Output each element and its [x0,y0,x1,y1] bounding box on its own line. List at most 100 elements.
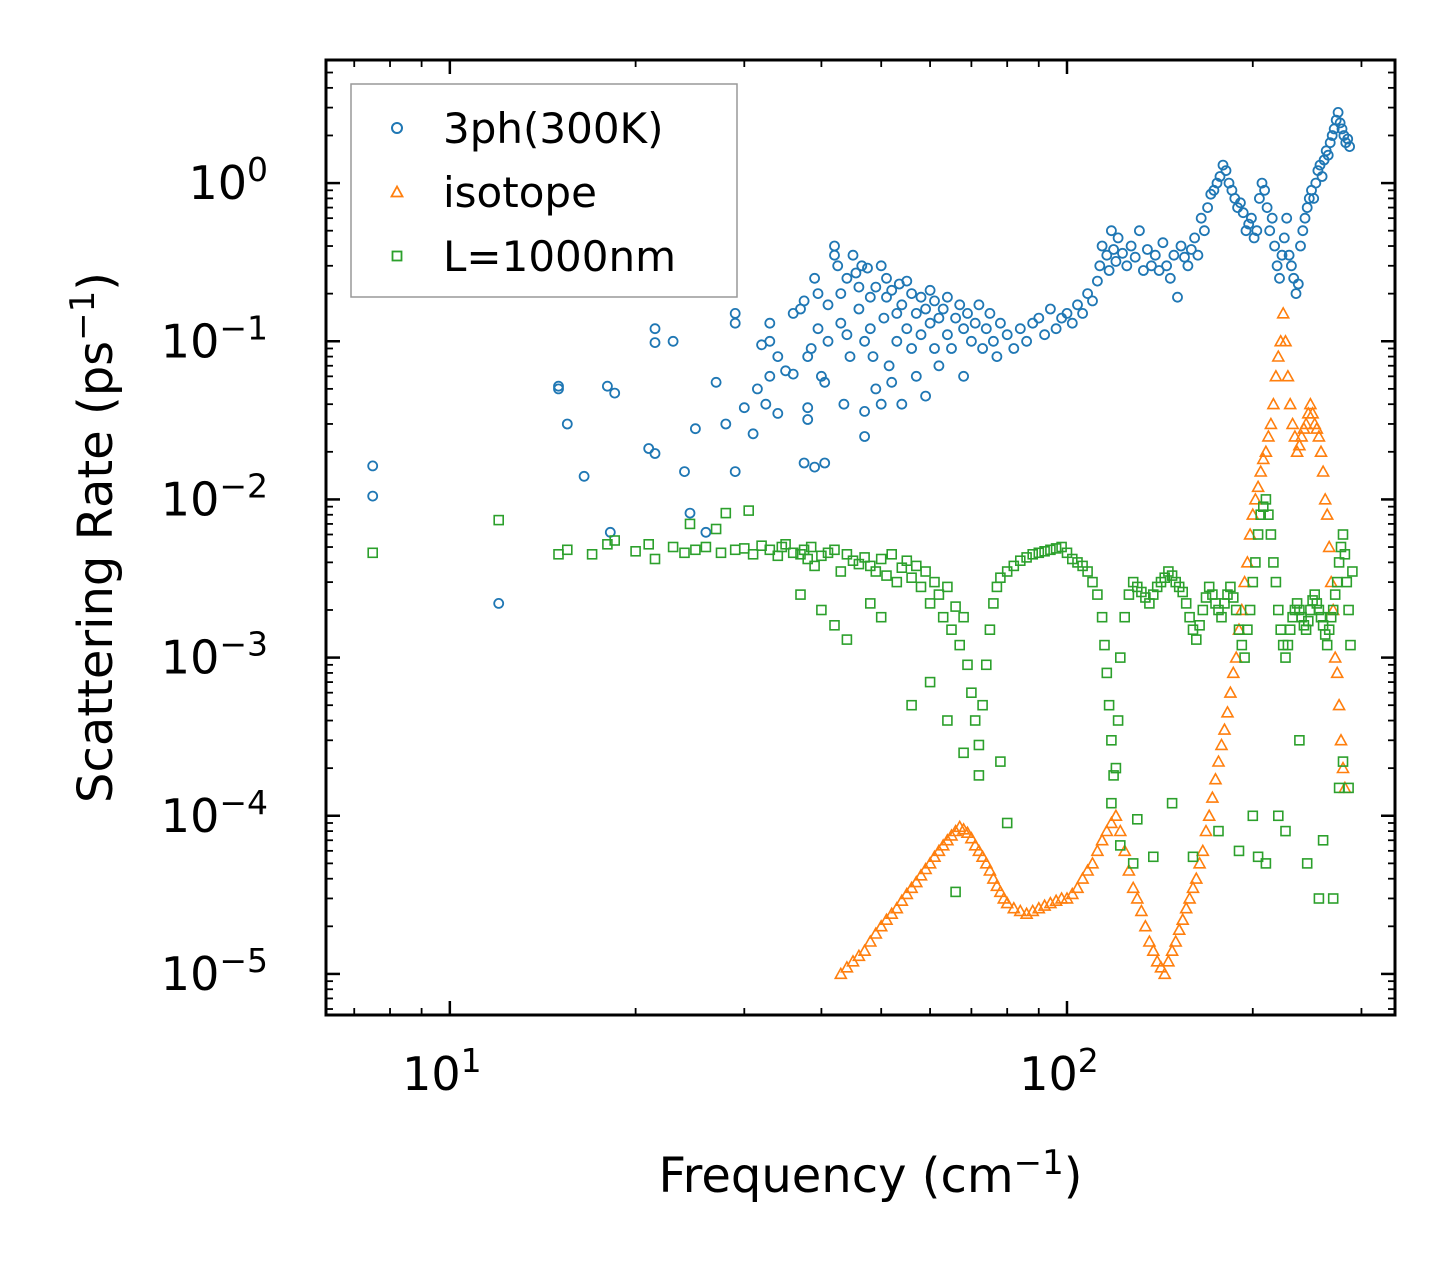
data-point [835,566,847,577]
data-point [1322,539,1337,553]
data-point [1278,232,1290,244]
data-point [798,295,810,307]
data-point [816,550,827,562]
data-point [1217,722,1232,735]
data-point [1259,444,1273,458]
data-point [1259,184,1270,196]
data-point [667,335,679,347]
x-tick-label: 102 [1019,1041,1099,1101]
data-point [578,470,590,482]
data-point [1125,240,1137,252]
data-point [870,566,882,577]
data-point [1039,545,1050,557]
data-point [1328,650,1343,663]
data-point [1033,312,1045,324]
data-point [1252,529,1264,540]
data-point [1334,117,1346,129]
data-point [1223,685,1238,698]
data-point [1182,891,1197,904]
data-point [862,262,873,274]
data-point [609,535,621,546]
data-point [1090,843,1105,857]
data-point [863,934,878,947]
data-point [942,329,953,341]
data-point [1001,329,1013,341]
data-point [1101,667,1113,679]
data-point [946,624,957,636]
data-point [1189,232,1200,244]
data-point [896,398,908,410]
data-point [901,275,913,287]
data-point [847,555,859,567]
data-point [367,490,379,502]
legend-item: L=1000nm [391,232,676,281]
data-point [1280,825,1291,837]
data-point [367,547,379,559]
data-point [954,639,966,651]
data-point [1101,249,1113,261]
data-point [649,553,661,565]
data-point [984,307,996,319]
data-point [910,370,922,382]
data-point [875,611,887,623]
data-point [914,868,928,881]
data-point [1343,782,1354,794]
data-point [975,849,990,863]
data-point [1247,576,1259,588]
data-point [1146,260,1157,272]
data-point [1082,288,1093,300]
data-point [881,570,892,581]
data-point [973,739,985,751]
data-point [1132,813,1143,825]
data-point [1087,295,1098,307]
data-point [1310,177,1322,189]
data-point [1099,639,1110,651]
data-point [841,548,853,560]
data-point [969,317,981,329]
data-point [1138,919,1153,932]
data-point [1325,611,1337,623]
data-point [1226,665,1241,679]
data-point [1021,552,1032,563]
data-point [1214,737,1229,751]
data-point [1240,225,1252,237]
data-point [1129,251,1141,263]
data-point [966,687,977,699]
data-point [1123,589,1135,600]
data-point [1282,639,1294,651]
data-point [1261,202,1273,214]
data-point [1138,265,1149,276]
data-point [950,312,961,324]
legend-marker-square [391,250,403,262]
data-point [1119,611,1130,623]
data-point [729,466,741,478]
data-point [891,576,903,588]
data-point [1189,871,1204,884]
data-point [809,461,820,473]
data-point [1187,851,1199,863]
data-point [972,843,986,857]
data-point [1080,863,1095,876]
data-point [1106,797,1117,809]
data-point [1276,249,1288,261]
data-point [1109,808,1123,822]
data-point [809,560,820,572]
data-point [1247,810,1259,822]
data-point [1056,541,1067,553]
data-point [1031,901,1046,914]
data-point [1195,843,1210,857]
data-point [1313,604,1325,616]
data-point [1043,896,1058,909]
data-point [1217,159,1229,171]
data-point [1334,733,1348,746]
data-point [795,589,806,600]
data-point [923,856,937,869]
series-isotope [833,306,1352,980]
data-point [1308,192,1320,204]
data-point [1179,901,1194,914]
data-point [1199,225,1210,237]
data-point [1230,604,1242,616]
data-point [879,912,894,926]
data-point [649,323,661,335]
data-point [1271,260,1283,272]
